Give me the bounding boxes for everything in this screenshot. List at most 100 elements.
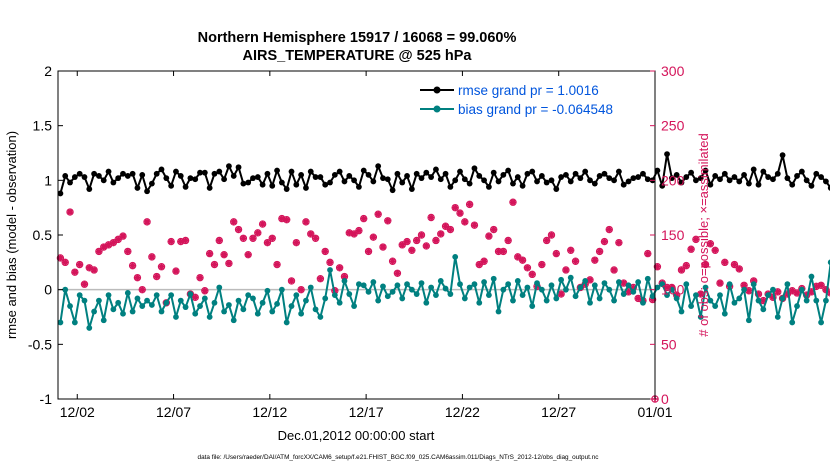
rmse-point: [452, 177, 459, 184]
bias-point: [524, 284, 531, 291]
rmse-point: [274, 167, 280, 174]
bias-point: [120, 310, 126, 317]
rmse-point: [543, 179, 550, 186]
rmse-point: [312, 174, 319, 180]
bias-point: [327, 267, 333, 273]
plot-area: [58, 71, 655, 399]
obs-assimilated-marker: [399, 241, 406, 249]
rmse-point: [471, 165, 478, 172]
obs-assimilated-marker: [745, 287, 753, 294]
right-tick-label: 150: [661, 227, 685, 243]
rmse-point: [693, 177, 699, 184]
obs-assimilated-marker: [711, 247, 719, 254]
bias-point: [808, 273, 815, 280]
obs-assimilated-marker: [235, 226, 242, 233]
obs-assimilated-marker: [394, 270, 401, 277]
obs-assimilated-marker: [543, 237, 550, 244]
rmse-point: [702, 167, 709, 174]
rmse-point: [611, 177, 617, 184]
bias-point: [86, 325, 93, 331]
rmse-point: [129, 170, 136, 177]
bias-point: [428, 284, 435, 291]
bias-point: [457, 281, 463, 288]
obs-assimilated-marker: [158, 263, 165, 270]
rmse-point: [71, 174, 78, 180]
obs-assimilated-marker: [822, 286, 830, 293]
bias-point: [206, 314, 213, 320]
obs-assimilated-marker: [524, 264, 531, 271]
x-axis-label: Dec.01,2012 00:00:00 start: [278, 428, 435, 443]
rmse-point: [823, 178, 829, 185]
bias-point: [57, 319, 64, 326]
obs-assimilated-marker: [471, 221, 478, 229]
obs-assimilated-marker: [606, 226, 613, 233]
bias-point: [606, 286, 613, 293]
bias-point: [96, 297, 102, 304]
bias-point: [702, 284, 709, 291]
rmse-point: [240, 180, 247, 187]
x-tick-label: 12/17: [349, 404, 384, 420]
obs-assimilated-marker: [476, 261, 483, 268]
rmse-point: [389, 187, 396, 194]
obs-assimilated-marker: [538, 261, 546, 268]
obs-assimilated-marker: [278, 215, 286, 222]
obs-assimilated-marker: [740, 282, 748, 289]
bias-point: [226, 302, 232, 308]
obs-assimilated-marker: [625, 288, 632, 296]
rmse-point: [500, 171, 507, 178]
bias-point: [341, 278, 348, 284]
obs-assimilated-marker: [206, 250, 213, 257]
bias-point: [649, 293, 656, 300]
rmse-point: [625, 178, 632, 185]
rmse-point: [461, 176, 468, 183]
bias-point: [789, 319, 796, 326]
obs-assimilated-marker: [702, 261, 709, 268]
bias-point: [485, 292, 492, 299]
chart-title: Northern Hemisphere 15917 / 16068 = 99.0…: [198, 30, 517, 46]
bias-point: [818, 319, 825, 326]
bias-point: [490, 275, 497, 282]
bias-point: [794, 303, 800, 309]
rmse-point: [726, 177, 733, 184]
rmse-point: [750, 166, 757, 173]
rmse-point: [798, 168, 805, 175]
bias-series: [57, 253, 830, 331]
obs-assimilated-marker: [322, 248, 329, 255]
right-tick-label: 0: [661, 391, 669, 407]
bias-point: [384, 293, 391, 300]
obs-assimilated-marker: [76, 261, 83, 268]
rmse-series: [57, 151, 830, 197]
obs-assimilated-marker: [297, 286, 305, 293]
rmse-point: [664, 151, 670, 157]
obs-assimilated-marker: [259, 220, 266, 228]
rmse-point: [327, 179, 333, 186]
obs-assimilated-marker: [317, 275, 324, 282]
bias-point: [365, 288, 372, 295]
obs-assimilated-marker: [302, 218, 310, 226]
right-axis-ticks: 0 50 100 150 200 250 300: [650, 63, 685, 407]
obs-assimilated-marker: [634, 295, 642, 302]
rmse-point: [254, 174, 261, 180]
bias-point: [380, 283, 386, 290]
bias-point: [760, 306, 767, 313]
right-tick-label: 100: [661, 282, 685, 298]
bias-point: [774, 314, 781, 320]
rmse-point: [582, 168, 589, 175]
rmse-point: [490, 169, 497, 176]
bias-point: [351, 303, 357, 309]
bias-point: [563, 286, 569, 293]
rmse-point: [495, 178, 502, 185]
obs-assimilated-marker: [495, 248, 502, 255]
rmse-point: [120, 170, 126, 177]
obs-assimilated-marker: [336, 264, 343, 271]
bias-point: [250, 295, 256, 302]
bias-point: [394, 282, 401, 289]
rmse-point: [62, 173, 69, 179]
rmse-point: [683, 174, 690, 180]
bias-point: [784, 281, 791, 288]
rmse-point: [707, 181, 714, 188]
rmse-point: [57, 190, 64, 197]
obs-assimilated-marker: [591, 256, 599, 264]
left-axis-label: rmse and bias (model - observation): [4, 131, 19, 339]
rmse-point: [774, 170, 781, 177]
